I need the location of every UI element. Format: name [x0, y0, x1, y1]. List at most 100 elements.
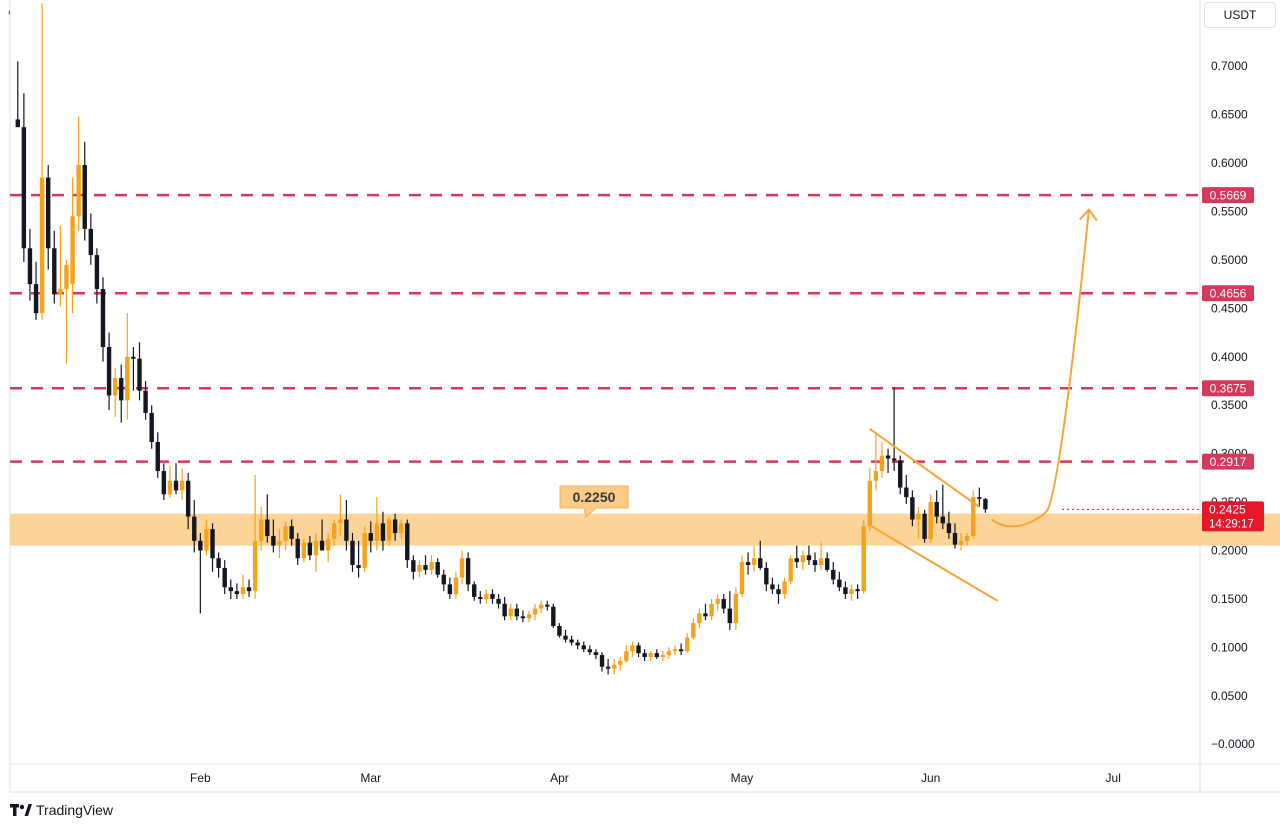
candle-body	[697, 613, 702, 624]
candle-body	[849, 589, 854, 595]
resistance-price-label: 0.3675	[1210, 382, 1247, 396]
candle-body	[94, 255, 100, 289]
resistance-price-label: 0.5669	[1210, 189, 1247, 203]
candle-body	[155, 441, 160, 472]
candle-body	[252, 540, 258, 592]
support-zone-axis	[1200, 513, 1280, 546]
resistance-price-label: 0.2917	[1210, 455, 1247, 469]
candle-body	[538, 604, 544, 609]
current-price-label: 0.2425	[1209, 502, 1246, 516]
candle-body	[514, 608, 520, 617]
candle-body	[362, 533, 367, 568]
candle-body	[234, 591, 240, 595]
close-label: C	[551, 5, 562, 20]
candle-body	[642, 653, 647, 658]
candle-body	[88, 228, 94, 256]
price-change: −0.0106 (−4.19%)	[608, 5, 713, 20]
candle-body	[417, 565, 422, 572]
candle-body	[106, 347, 112, 396]
candle-body	[119, 378, 124, 401]
candle-body	[198, 540, 203, 551]
candle-body	[824, 558, 830, 570]
candle-body	[587, 649, 593, 653]
y-tick-label: 0.0500	[1211, 689, 1248, 703]
open-label: O	[384, 5, 395, 20]
candle-body	[27, 248, 33, 285]
candle-body	[472, 584, 477, 597]
candle-body	[478, 596, 483, 599]
candle-body	[867, 480, 872, 527]
candle-body	[453, 577, 459, 595]
candle-body	[405, 523, 410, 561]
candle-body	[891, 458, 897, 461]
plot-area	[10, 0, 1200, 764]
candle-body	[569, 639, 574, 643]
high-value: 0.2542	[450, 5, 491, 20]
symbol-title[interactable]: COOKIE / TetherUS PERPETUAL CONTRACT · 1…	[8, 5, 377, 20]
candle-body	[745, 562, 751, 566]
channel-upper-line	[869, 428, 980, 508]
candle-body	[593, 652, 599, 656]
candle-body	[977, 497, 982, 499]
price-countdown-label: 14:29:17	[1209, 518, 1254, 530]
candle-body	[885, 455, 891, 459]
candle-body	[149, 412, 154, 442]
candle-body	[636, 645, 641, 654]
candle-body	[526, 614, 532, 619]
candle-body	[946, 523, 952, 534]
y-tick-label: 0.5500	[1211, 204, 1248, 218]
candle-body	[82, 164, 87, 229]
candle-body	[575, 642, 580, 646]
candle-body	[952, 533, 958, 545]
candle-body	[21, 127, 27, 249]
y-tick-label: 0.7000	[1211, 59, 1248, 73]
candle-body	[338, 519, 343, 524]
candle-body	[125, 356, 130, 401]
close-value: 0.2425	[561, 5, 602, 20]
candle-body	[283, 526, 288, 541]
currency-unit-button[interactable]: USDT	[1204, 2, 1276, 28]
candle-body	[435, 562, 440, 575]
candle-body	[782, 581, 787, 595]
candle-body	[532, 608, 538, 615]
candle-body	[770, 584, 775, 590]
x-tick-label: May	[731, 771, 754, 785]
candle-body	[812, 560, 818, 566]
candle-body	[605, 666, 611, 669]
y-tick-label: 0.6500	[1211, 108, 1248, 122]
candle-body	[551, 606, 556, 627]
candle-body	[441, 574, 446, 585]
tradingview-logo-icon	[10, 804, 32, 816]
candle-body	[204, 529, 209, 551]
tradingview-logo[interactable]: TradingView	[10, 802, 113, 818]
x-tick-label: Jul	[1106, 771, 1121, 785]
candle-body	[508, 608, 513, 617]
candle-body	[983, 498, 988, 510]
candle-body	[916, 513, 921, 520]
candle-body	[599, 655, 605, 667]
low-value: 0.2389	[504, 5, 545, 20]
candle-body	[58, 288, 63, 294]
candle-body	[618, 660, 623, 665]
candle-body	[764, 567, 769, 585]
resistance-price-label: 0.4656	[1210, 287, 1247, 301]
candle-body	[545, 604, 550, 607]
projection-arrow	[990, 209, 1090, 528]
candle-body	[910, 497, 915, 520]
resistance-price-tag	[1202, 453, 1254, 470]
candle-body	[216, 558, 221, 568]
candle-body	[167, 480, 173, 495]
candle-body	[392, 519, 398, 534]
candle-body	[271, 535, 276, 546]
candle-body	[52, 248, 57, 294]
candle-body	[794, 558, 799, 563]
candle-body	[879, 455, 885, 472]
candle-body	[843, 587, 848, 595]
candle-body	[751, 558, 757, 566]
support-zone-callout	[559, 485, 629, 518]
candle-body	[319, 540, 325, 551]
candle-body	[301, 542, 307, 559]
candle-body	[496, 598, 501, 604]
